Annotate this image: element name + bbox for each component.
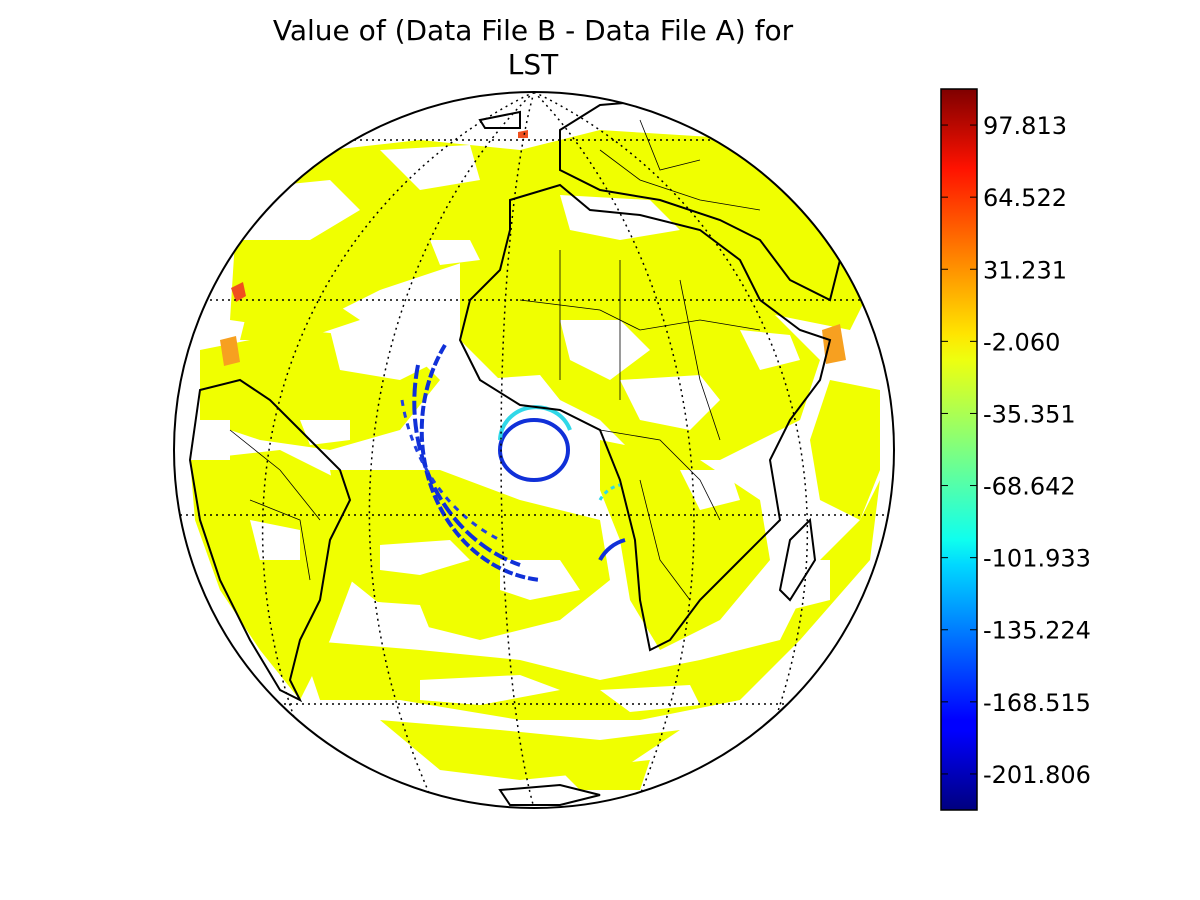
data-field (174, 92, 894, 808)
plot-title-line-2: LST (507, 48, 559, 81)
colorbar-frame (940, 88, 978, 811)
graticule (174, 92, 894, 808)
colorbar-tick-label: -101.933 (983, 545, 1091, 573)
plot-title-line-1: Value of (Data File B - Data File A) for (272, 14, 794, 47)
globe (173, 91, 895, 809)
colorbar: 97.813 64.522 31.231 -2.060 -35.351 -68.642 -1… (940, 88, 1091, 811)
globe-border (173, 91, 895, 809)
colorbar-tick-label: -168.515 (983, 689, 1091, 717)
colorbar-tick-label: -135.224 (983, 617, 1091, 645)
colorbar-tick-label: 97.813 (983, 112, 1067, 140)
colorbar-tick-label: 31.231 (983, 256, 1067, 284)
colorbar-gradient (941, 89, 977, 810)
colorbar-tick-label: -201.806 (983, 761, 1091, 789)
colorbar-tick-label: -68.642 (983, 473, 1076, 501)
colorbar-tick-label: -35.351 (983, 400, 1076, 428)
colorbar-ticks: 97.813 64.522 31.231 -2.060 -35.351 -68.642 -1… (941, 112, 1091, 789)
colorbar-tick-label: 64.522 (983, 184, 1067, 212)
ring-artefacts (400, 343, 626, 582)
high-anomaly-patches (220, 130, 846, 366)
plot-title: Value of (Data File B - Data File A) for… (233, 14, 833, 82)
colorbar-tick-label: -2.060 (983, 328, 1060, 356)
